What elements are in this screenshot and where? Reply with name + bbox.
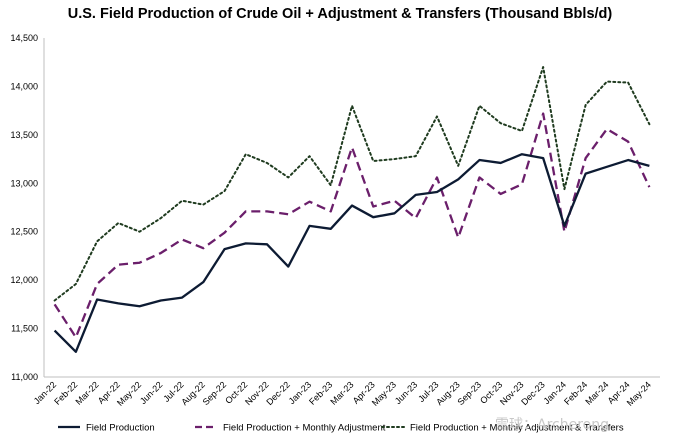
chart-title: U.S. Field Production of Crude Oil + Adj… [67,6,613,22]
legend-label: Field Production [86,423,155,434]
x-tick-label: Mar-24 [583,380,610,407]
legend: Field Production Field Production + Month… [58,423,624,434]
series-layer [53,66,651,353]
legend-label: Field Production + Monthly Adjustment & … [410,423,624,434]
x-tick-label: Jun-23 [393,380,420,407]
y-tick-label: 13,500 [10,130,38,140]
legend-label: Field Production + Monthly Adjustment [223,423,386,434]
y-tick-label: 14,500 [10,33,38,43]
y-tick-label: 14,000 [10,81,38,91]
x-tick-label: Mar-22 [74,380,101,407]
watermark: 雪球：Archerong [495,417,609,433]
x-axis-ticks: Jan-22Feb-22Mar-22Apr-22May-22Jun-22Jul-… [32,380,653,408]
y-tick-label: 13,000 [10,178,38,188]
x-tick-label: May-24 [625,380,653,408]
x-tick-label: Dec-23 [519,380,547,408]
x-tick-label: Mar-23 [328,380,355,407]
axes [43,38,660,378]
y-axis-ticks: 11,000 11,500 12,000 12,500 13,000 13,500 14,0… [10,33,38,382]
series-line-dashed [53,112,651,339]
y-tick-label: 11,500 [11,324,38,334]
y-tick-label: 11,000 [11,372,38,382]
series-line-solid [53,153,650,353]
x-tick-label: Sep-22 [201,380,229,408]
y-tick-label: 12,000 [10,275,38,285]
x-tick-label: Sep-23 [455,380,483,408]
x-tick-label: Dec-22 [264,380,292,408]
series-line-dotted [53,66,651,302]
x-tick-label: Jun-22 [138,380,165,407]
y-tick-label: 12,500 [10,227,38,237]
x-tick-label: May-23 [370,380,398,408]
